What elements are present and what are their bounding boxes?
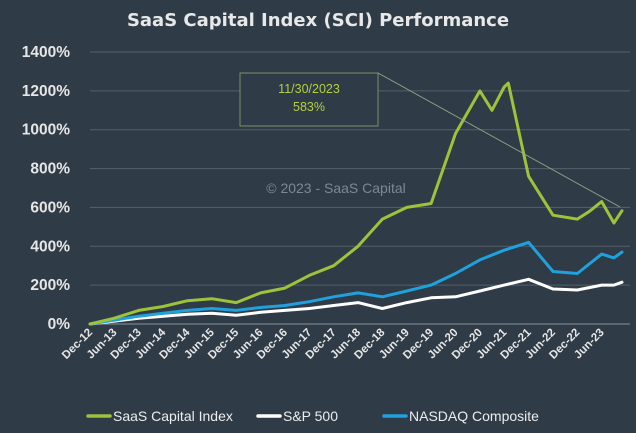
legend: SaaS Capital Index S&P 500 NASDAQ Composit… (86, 408, 539, 424)
annotation-leader-line (377, 72, 621, 208)
series-lines (88, 81, 624, 326)
annotation-box (239, 72, 379, 127)
series-line-saas-capital-index (88, 81, 624, 326)
series-line-s-p-500 (88, 277, 624, 326)
legend-label-s-p-500: S&P 500 (283, 408, 338, 424)
y-tick-label: 1400% (22, 44, 70, 61)
y-tick-label: 600% (30, 199, 70, 216)
legend-label-nasdaq-composite: NASDAQ Composite (409, 408, 539, 424)
annotation: 11/30/2023 583% (239, 72, 621, 208)
y-tick-label: 200% (30, 277, 70, 294)
series-line-nasdaq-composite (88, 240, 624, 326)
y-tick-label: 0% (48, 316, 71, 333)
legend-label-saas-capital-index: SaaS Capital Index (113, 408, 233, 424)
y-tick-label: 1200% (22, 83, 70, 100)
y-tick-label: 1000% (22, 122, 70, 139)
annotation-date: 11/30/2023 (278, 82, 340, 96)
annotation-value: 583% (293, 100, 325, 114)
y-tick-label: 800% (30, 161, 70, 178)
watermark: © 2023 - SaaS Capital (266, 180, 406, 196)
chart-title: SaaS Capital Index (SCI) Performance (127, 10, 509, 31)
y-tick-label: 400% (30, 238, 70, 255)
